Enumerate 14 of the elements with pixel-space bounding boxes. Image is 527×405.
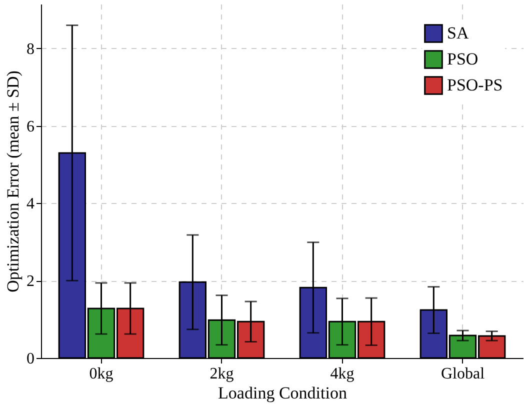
y-tick-label: 8 xyxy=(26,40,34,58)
x-tick-label: 0kg xyxy=(89,366,114,382)
legend-label: PSO xyxy=(447,50,478,68)
y-tick-label: 4 xyxy=(26,196,34,213)
legend-label: PSO-PS xyxy=(447,76,503,94)
x-tick-label: Global xyxy=(440,366,486,382)
x-tick-label: 2kg xyxy=(210,366,234,382)
x-axis-title: Loading Condition xyxy=(218,384,348,402)
x-tick-label: 4kg xyxy=(330,366,354,382)
y-tick-label: 0 xyxy=(26,350,34,368)
y-tick-label: 6 xyxy=(26,118,34,136)
y-axis-title: Optimization Error (mean ± SD) xyxy=(4,70,22,292)
legend-label: SA xyxy=(447,24,470,42)
y-tick-label: 2 xyxy=(26,273,34,290)
